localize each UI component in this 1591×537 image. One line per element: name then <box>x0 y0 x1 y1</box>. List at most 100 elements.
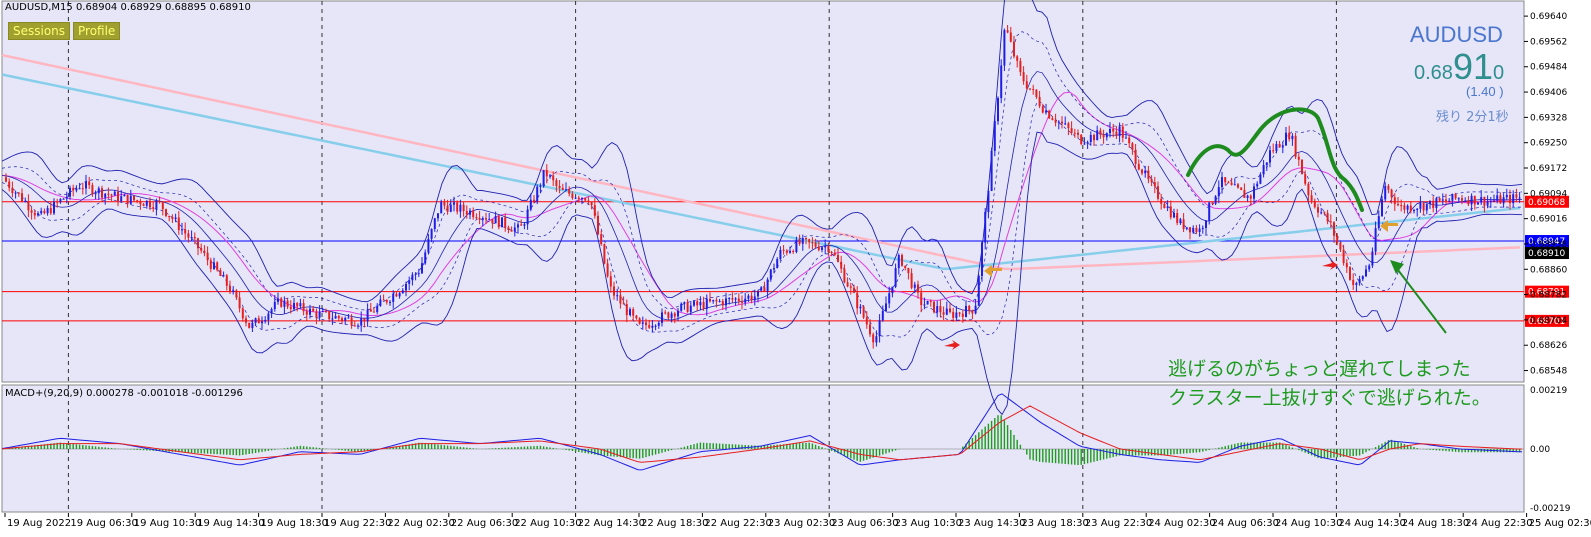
candle-body <box>888 293 891 304</box>
time-label: 23 Aug 02:30 <box>768 518 835 529</box>
candle-body <box>1297 156 1300 160</box>
candle-body <box>254 318 257 323</box>
candle-body <box>517 224 519 228</box>
candle-body <box>1099 130 1102 135</box>
time-label: 23 Aug 22:30 <box>1085 518 1152 529</box>
candle-body <box>1169 206 1172 218</box>
candle-body <box>981 242 983 277</box>
candle-body <box>30 210 33 213</box>
candle-body <box>1416 208 1419 210</box>
candle-body <box>552 175 555 181</box>
candle-body <box>395 293 398 297</box>
candle-body <box>693 301 695 306</box>
candle-body <box>702 301 705 309</box>
candle-body <box>965 305 967 317</box>
candle-body <box>667 312 670 319</box>
candle-body <box>72 187 75 191</box>
candle-body <box>478 217 481 220</box>
candle-body <box>65 196 68 199</box>
candle-body <box>149 200 151 208</box>
price-label: 0.68782 <box>1530 291 1567 301</box>
ticker-symbol: AUDUSD <box>1410 22 1503 47</box>
candle-body <box>257 318 260 324</box>
candle-body <box>955 312 958 318</box>
candle-body <box>1064 123 1067 125</box>
candle-body <box>302 303 305 312</box>
candle-body <box>721 301 724 306</box>
candle-body <box>360 318 363 326</box>
candle-body <box>1061 121 1063 124</box>
candle-body <box>651 325 654 328</box>
candle-body <box>699 301 702 306</box>
candle-body <box>414 273 417 275</box>
candle-body <box>1425 203 1428 211</box>
candle-body <box>670 313 673 319</box>
candle-body <box>1278 143 1281 148</box>
candle-body <box>427 238 430 253</box>
candle-body <box>603 244 606 264</box>
candle-body <box>523 224 526 226</box>
candle-body <box>1473 195 1476 205</box>
candle-body <box>75 188 78 191</box>
candle-body <box>485 218 487 220</box>
red-arrow-icon <box>1322 260 1338 270</box>
time-label: 22 Aug 06:30 <box>451 518 518 529</box>
candle-body <box>459 204 462 212</box>
candle-body <box>1121 126 1124 138</box>
candle-body <box>555 180 558 187</box>
candle-body <box>1512 194 1515 204</box>
candle-body <box>1339 242 1342 250</box>
price-label: 0.69016 <box>1530 215 1567 225</box>
candle-body <box>881 310 884 321</box>
candle-body <box>209 260 212 269</box>
candle-body <box>1381 199 1383 217</box>
candle-body <box>869 324 871 335</box>
candle-body <box>757 290 759 297</box>
candle-body <box>449 204 452 212</box>
candle-body <box>993 121 996 151</box>
candle-body <box>1262 165 1265 175</box>
candle-body <box>1509 194 1511 204</box>
candle-body <box>817 246 820 250</box>
candle-body <box>1208 202 1211 221</box>
price-label: 0.69640 <box>1530 12 1567 22</box>
candle-body <box>558 186 561 189</box>
candle-body <box>1457 198 1460 200</box>
candle-body <box>158 201 161 203</box>
candle-body <box>513 227 516 232</box>
candle-body <box>629 309 631 316</box>
candle-body <box>264 319 267 322</box>
candle-body <box>203 250 206 253</box>
candle-body <box>1214 196 1217 204</box>
profile-button[interactable]: Profile <box>73 22 121 40</box>
annotation-line-1: 逃げるのがちょっと遅れてしまった <box>1168 358 1471 380</box>
time-label: 23 Aug 10:30 <box>895 518 962 529</box>
candle-body <box>885 303 887 311</box>
candle-body <box>1048 110 1051 119</box>
level-label: 0.68791 <box>1528 288 1565 298</box>
candle-body <box>1221 177 1223 188</box>
macd-line <box>1 393 1522 471</box>
candle-body <box>840 261 843 269</box>
candle-body <box>177 217 180 231</box>
candle-body <box>113 191 116 196</box>
candle-body <box>88 181 91 186</box>
candle-body <box>325 311 327 313</box>
candle-body <box>241 308 244 319</box>
candle-body <box>1035 89 1038 97</box>
time-label: 19 Aug 10:30 <box>134 518 201 529</box>
level-label: 0.68701 <box>1528 317 1565 327</box>
candle-body <box>811 242 814 244</box>
current-price-bg <box>1525 247 1569 260</box>
candle-body <box>488 219 491 221</box>
candle-body <box>267 313 270 320</box>
candle-body <box>453 202 455 205</box>
candle-body <box>961 313 964 317</box>
candle-body <box>1480 197 1483 203</box>
candle-body <box>865 317 868 325</box>
candle-body <box>1160 198 1163 204</box>
candle-body <box>760 287 763 291</box>
sessions-button[interactable]: Sessions <box>8 22 71 40</box>
price-label: 0.68938 <box>1530 240 1567 250</box>
orange-arrow-icon <box>984 265 1002 277</box>
